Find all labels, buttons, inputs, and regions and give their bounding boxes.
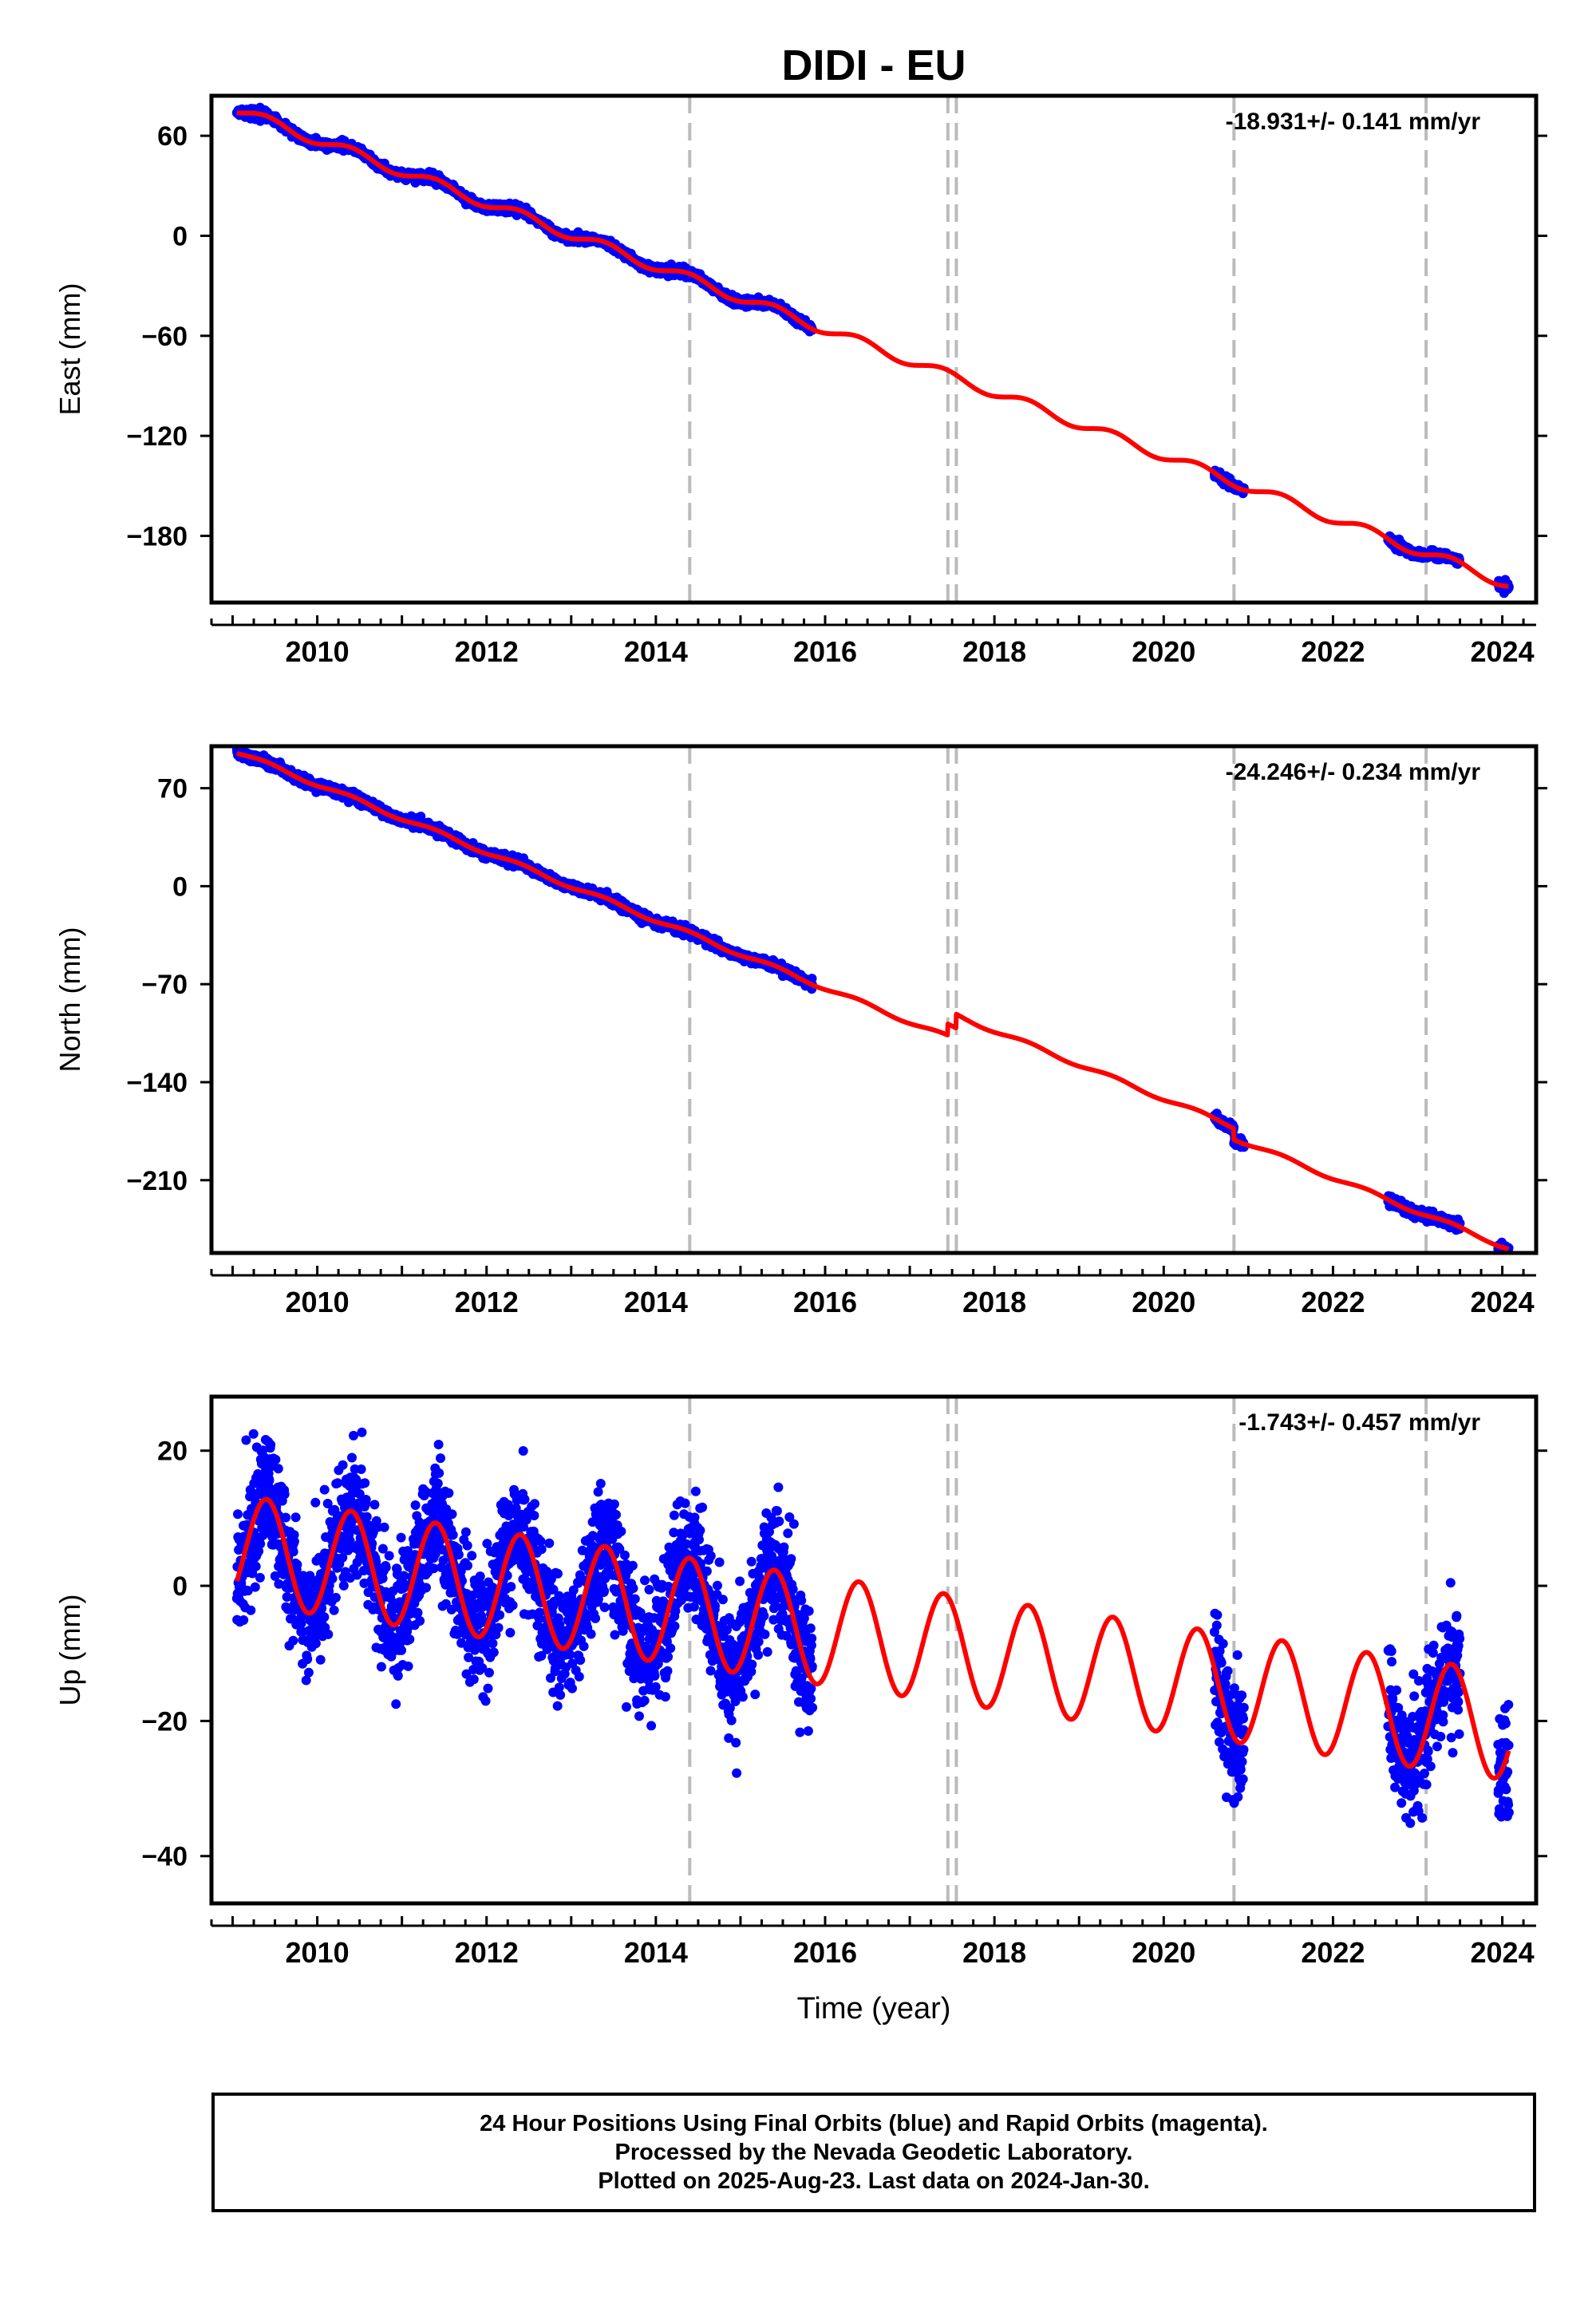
y-tick-label: −60: [141, 322, 188, 352]
x-tick-label: 2018: [962, 635, 1026, 668]
x-tick-label: 2012: [455, 635, 519, 668]
observation-points: [231, 746, 1514, 1253]
x-tick-label: 2010: [286, 635, 350, 668]
y-tick-label: −180: [126, 521, 188, 551]
y-tick-label: −120: [126, 421, 188, 452]
x-tick-label: 2014: [624, 635, 688, 668]
y-tick-label: 60: [157, 121, 188, 152]
plot-area: [231, 96, 1514, 603]
x-tick-label: 2022: [1301, 635, 1365, 668]
panel-east: 60 0 −60 −120 −180 2010 2012 2014 2016 2018 2020 20…: [53, 93, 1547, 668]
figure-title: DIDI - EU: [781, 41, 966, 89]
y-axis-label: East (mm): [53, 283, 86, 416]
y-tick-label: 0: [172, 221, 188, 251]
x-tick-label: 2020: [1132, 635, 1195, 668]
x-tick-label: 2024: [1471, 635, 1535, 668]
panels: 60 0 −60 −120 −180 2010 2012 2014 2016 2018 2020 20…: [53, 93, 1547, 2026]
plot-area: [231, 746, 1514, 1253]
x-tick-label: 2016: [793, 635, 857, 668]
rate-label: -18.931+/- 0.141 mm/yr: [1226, 109, 1481, 135]
